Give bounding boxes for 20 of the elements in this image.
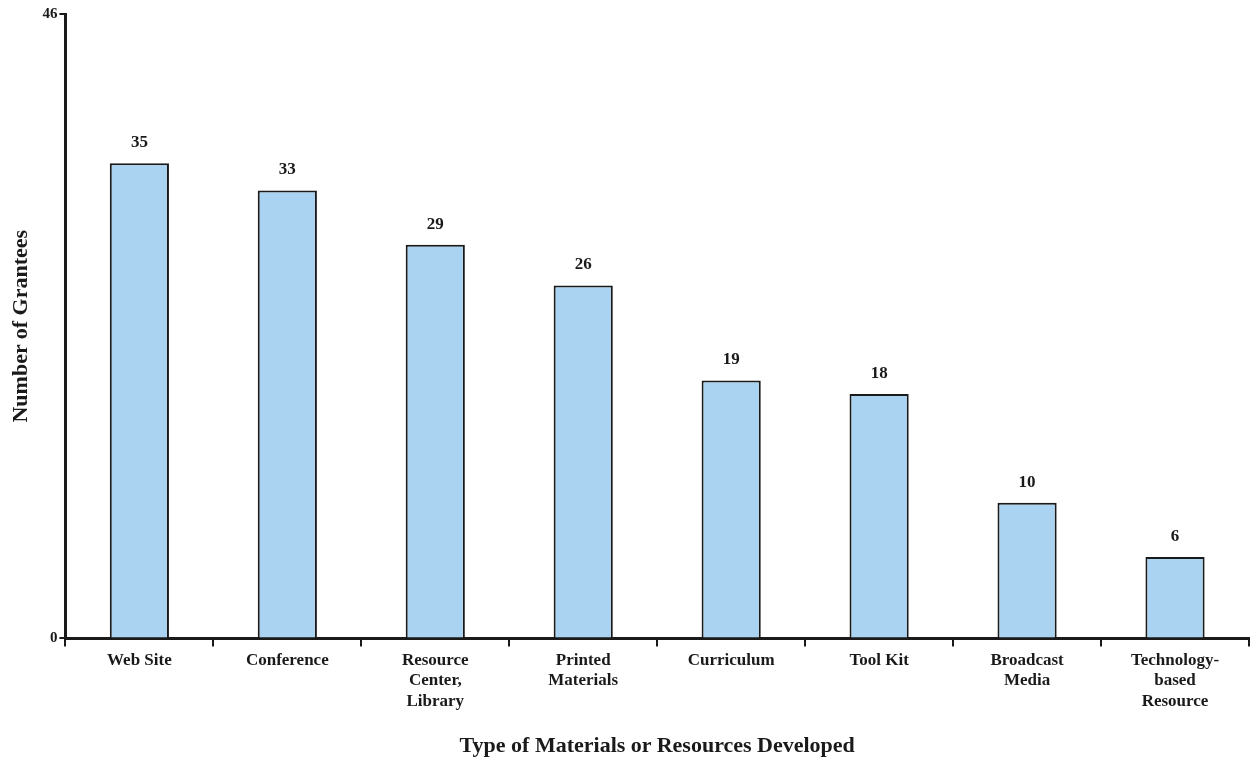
x-tick-label: Printed Materials: [548, 649, 619, 690]
x-tick-label: Conference: [245, 649, 330, 669]
data-label: 19: [722, 349, 740, 369]
data-label: 26: [574, 254, 592, 274]
x-tick-label: Broadcast Media: [990, 649, 1065, 690]
x-tick-label: Resource Center, Library: [401, 649, 470, 710]
y-tick-label: 46: [42, 4, 58, 21]
data-label: 29: [426, 213, 444, 233]
data-label: 6: [1170, 525, 1180, 545]
x-tick-label: Web Site: [107, 649, 173, 669]
data-label: 10: [1018, 471, 1036, 491]
data-label: 33: [278, 159, 296, 179]
x-axis-title: Type of Materials or Resources Developed: [459, 732, 855, 758]
x-tick-label: Technology-based Resource: [1130, 649, 1220, 710]
y-tick-label: 0: [49, 629, 58, 646]
y-axis-title: Number of Grantees: [6, 229, 32, 423]
data-label: 18: [870, 362, 888, 382]
x-tick-label: Curriculum: [687, 649, 775, 669]
x-tick-label: Tool Kit: [849, 649, 910, 669]
data-label: 35: [130, 132, 148, 152]
